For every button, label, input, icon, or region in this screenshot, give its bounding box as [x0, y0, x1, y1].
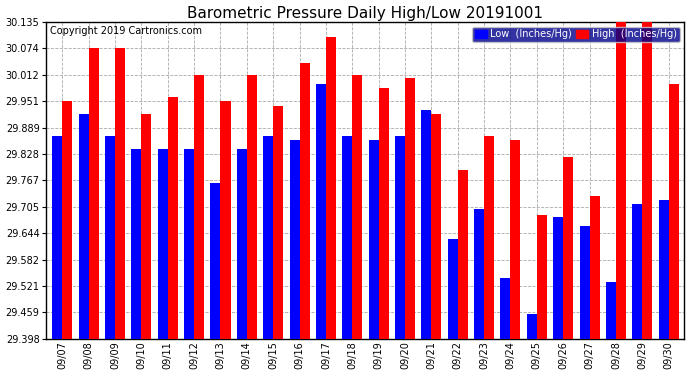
Bar — [368, 140, 379, 339]
Bar — [422, 110, 431, 339]
Bar — [52, 136, 62, 339]
Bar — [379, 88, 388, 339]
Bar — [247, 75, 257, 339]
Legend: Low  (Inches/Hg), High  (Inches/Hg): Low (Inches/Hg), High (Inches/Hg) — [472, 27, 680, 42]
Bar — [221, 101, 230, 339]
Bar — [290, 140, 299, 339]
Bar — [589, 196, 600, 339]
Bar — [395, 136, 405, 339]
Bar — [316, 84, 326, 339]
Bar — [616, 22, 626, 339]
Bar — [632, 204, 642, 339]
Bar — [342, 136, 353, 339]
Bar — [131, 148, 141, 339]
Bar — [168, 97, 178, 339]
Bar — [141, 114, 151, 339]
Bar — [642, 22, 652, 339]
Bar — [326, 37, 336, 339]
Bar — [184, 148, 194, 339]
Bar — [158, 148, 168, 339]
Bar — [500, 278, 511, 339]
Bar — [537, 215, 547, 339]
Bar — [484, 136, 494, 339]
Bar — [669, 84, 679, 339]
Bar — [79, 114, 89, 339]
Bar — [62, 101, 72, 339]
Bar — [263, 136, 273, 339]
Bar — [89, 48, 99, 339]
Bar — [194, 75, 204, 339]
Bar — [563, 157, 573, 339]
Title: Barometric Pressure Daily High/Low 20191001: Barometric Pressure Daily High/Low 20191… — [188, 6, 544, 21]
Bar — [580, 226, 589, 339]
Bar — [448, 239, 457, 339]
Bar — [553, 217, 563, 339]
Bar — [659, 200, 669, 339]
Bar — [105, 136, 115, 339]
Bar — [115, 48, 125, 339]
Bar — [457, 170, 468, 339]
Bar — [431, 114, 442, 339]
Bar — [606, 282, 616, 339]
Bar — [526, 314, 537, 339]
Bar — [474, 209, 484, 339]
Text: Copyright 2019 Cartronics.com: Copyright 2019 Cartronics.com — [50, 27, 201, 36]
Bar — [353, 75, 362, 339]
Bar — [405, 78, 415, 339]
Bar — [237, 148, 247, 339]
Bar — [511, 140, 520, 339]
Bar — [273, 106, 283, 339]
Bar — [210, 183, 221, 339]
Bar — [299, 63, 310, 339]
